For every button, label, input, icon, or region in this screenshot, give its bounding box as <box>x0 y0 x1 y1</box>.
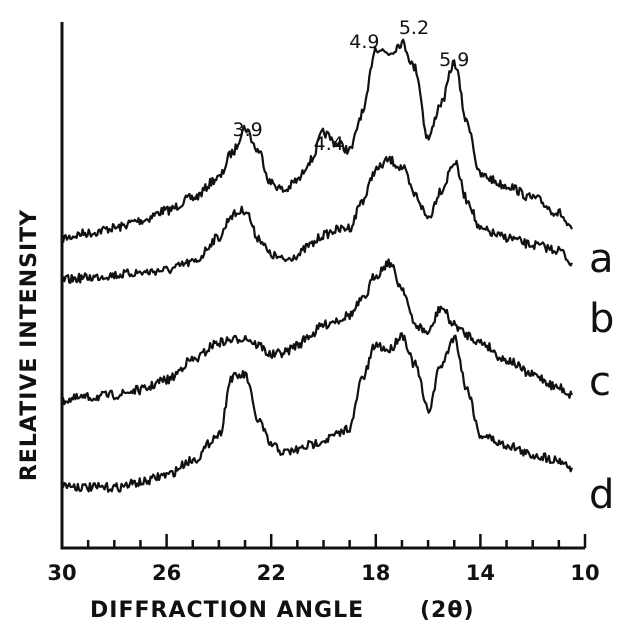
series-label-b: b <box>589 296 614 342</box>
peak-label-3.9: 3.9 <box>233 119 263 141</box>
x-tick-label-26: 26 <box>152 561 181 585</box>
peak-annotations: 3.9 4.4 4.9 5.2 5.9 <box>233 17 470 155</box>
peak-label-4.4: 4.4 <box>314 133 344 155</box>
series-labels: abc d <box>589 236 614 518</box>
x-tick-label-10: 10 <box>570 561 599 585</box>
series-label-c: c <box>589 359 611 405</box>
series-label-d: d <box>589 472 614 518</box>
peak-label-5.9: 5.9 <box>439 49 469 71</box>
x-axis-label: DIFFRACTION ANGLE <box>90 598 364 623</box>
axis-lines <box>60 22 585 550</box>
trace-b <box>61 155 573 284</box>
trace-d <box>61 332 573 493</box>
y-axis-label: RELATIVE INTENSITY <box>17 209 42 481</box>
x-axis-unit: (2θ) <box>420 598 475 623</box>
trace-a <box>60 38 573 243</box>
x-ticks: 30 26 22 18 14 10 <box>47 534 600 585</box>
x-tick-label-18: 18 <box>361 561 390 585</box>
peak-label-5.2: 5.2 <box>399 17 429 39</box>
x-tick-label-22: 22 <box>257 561 286 585</box>
x-tick-label-14: 14 <box>466 561 495 585</box>
x-tick-label-30: 30 <box>47 561 76 585</box>
axes <box>60 22 585 550</box>
series-traces <box>60 38 573 493</box>
peak-label-4.9: 4.9 <box>349 31 379 53</box>
series-label-a: a <box>589 236 614 282</box>
trace-c <box>60 258 573 406</box>
